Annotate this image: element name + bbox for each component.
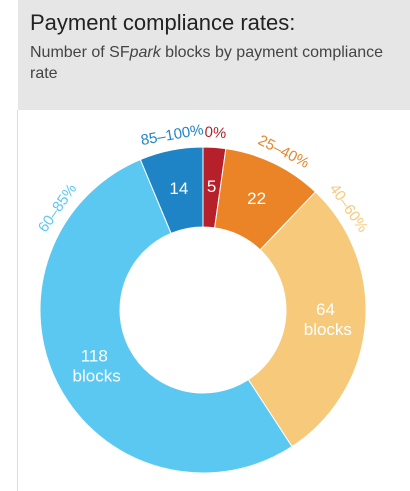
- category-label: 85–100%: [139, 121, 204, 149]
- subtitle-text: blocks by payment compliance rate: [30, 44, 384, 82]
- category-label: 0%: [204, 124, 227, 142]
- data-label: 5: [207, 177, 216, 196]
- data-label: 22: [247, 189, 266, 208]
- data-label-line: blocks: [68, 367, 121, 386]
- data-label: 14: [169, 179, 188, 198]
- subtitle-italic: park: [129, 44, 161, 61]
- data-label: 118 blocks: [68, 347, 121, 386]
- data-label-line: blocks: [299, 321, 352, 340]
- donut-slice: [39, 158, 293, 474]
- data-label: 64 blocks: [299, 301, 352, 340]
- chart-title: Payment compliance rates:: [30, 10, 296, 35]
- donut-slice: [139, 146, 204, 235]
- subtitle-text: Number of SF: [30, 44, 130, 61]
- panel-edge: [17, 110, 18, 491]
- donut-slice: [247, 191, 367, 448]
- data-label-line: 118: [81, 347, 108, 366]
- chart-subtitle: Number of SFpark blocks by payment compl…: [30, 42, 398, 84]
- data-label-line: 64: [316, 301, 335, 320]
- header: Payment compliance rates: Number of SFpa…: [18, 0, 410, 110]
